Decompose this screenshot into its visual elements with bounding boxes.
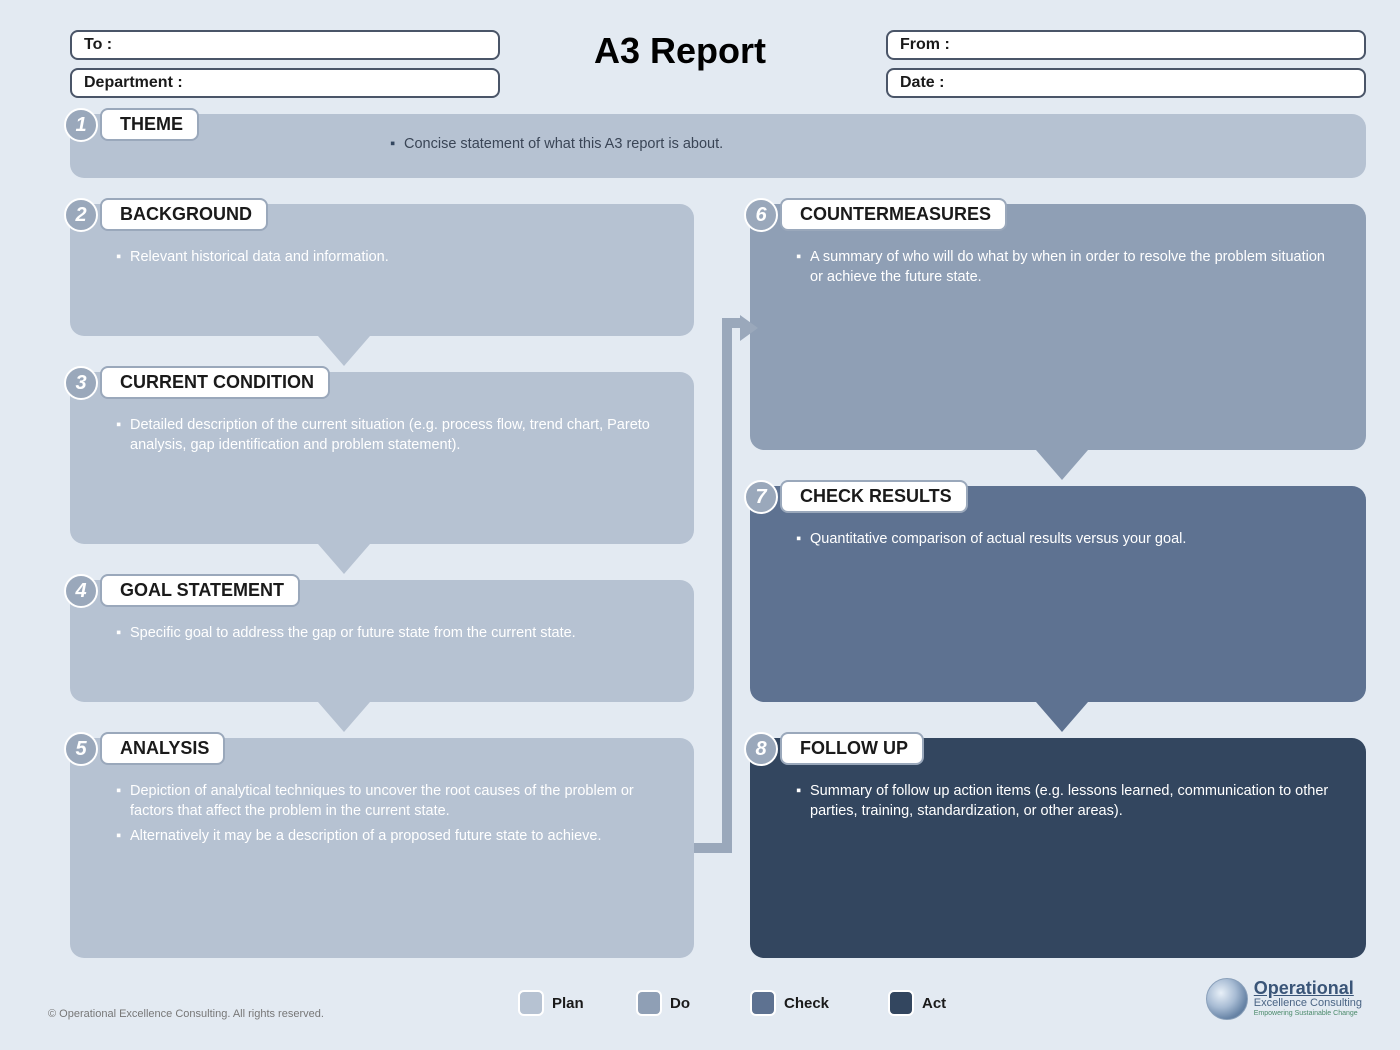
flow-arrow-down (1036, 702, 1088, 732)
bullet-list: A summary of who will do what by when in… (796, 248, 1338, 287)
section-number-badge: 1 (64, 108, 98, 142)
bullet-item: Detailed description of the current situ… (116, 416, 666, 455)
flow-arrow-down (1036, 450, 1088, 480)
copyright-text: © Operational Excellence Consulting. All… (48, 1008, 324, 1020)
logo-line2: Excellence Consulting (1254, 997, 1362, 1010)
section-analysis: Depiction of analytical techniques to un… (70, 738, 694, 958)
section-body: Quantitative comparison of actual result… (750, 486, 1366, 702)
section-goal-statement: Specific goal to address the gap or futu… (70, 580, 694, 702)
bullet-item: Summary of follow up action items (e.g. … (796, 782, 1338, 821)
field-from[interactable]: From : (886, 30, 1366, 60)
section-label: CURRENT CONDITION (100, 366, 330, 399)
section-label: FOLLOW UP (780, 732, 924, 765)
section-body: Concise statement of what this A3 report… (70, 114, 1366, 178)
bullet-item: Quantitative comparison of actual result… (796, 530, 1338, 550)
bullet-list: Summary of follow up action items (e.g. … (796, 782, 1338, 821)
flow-arrow-down (318, 336, 370, 366)
section-label: GOAL STATEMENT (100, 574, 300, 607)
section-label: ANALYSIS (100, 732, 225, 765)
flow-arrow-down (318, 702, 370, 732)
bullet-item: Depiction of analytical techniques to un… (116, 782, 666, 821)
bullet-item: Relevant historical data and information… (116, 248, 666, 268)
field-department[interactable]: Department : (70, 68, 500, 98)
operational-logo: Operational Excellence Consulting Empowe… (1206, 978, 1362, 1020)
section-number-badge: 5 (64, 732, 98, 766)
legend-item-do: Do (636, 990, 690, 1016)
legend-label: Do (670, 995, 690, 1012)
bullet-item: A summary of who will do what by when in… (796, 248, 1338, 287)
section-body: A summary of who will do what by when in… (750, 204, 1366, 450)
section-number-badge: 2 (64, 198, 98, 232)
section-check-results: Quantitative comparison of actual result… (750, 486, 1366, 702)
section-label: THEME (100, 108, 199, 141)
bullet-list: Depiction of analytical techniques to un… (116, 782, 666, 847)
a3-report-page: To : Department : A3 Report From : Date … (18, 18, 1382, 1032)
section-background: Relevant historical data and information… (70, 204, 694, 336)
section-follow-up: Summary of follow up action items (e.g. … (750, 738, 1366, 958)
flow-arrow-down (318, 544, 370, 574)
legend-swatch (518, 990, 544, 1016)
section-number-badge: 8 (744, 732, 778, 766)
bullet-list: Detailed description of the current situ… (116, 416, 666, 455)
field-to[interactable]: To : (70, 30, 500, 60)
logo-line3: Empowering Sustainable Change (1254, 1010, 1362, 1018)
bullet-item: Specific goal to address the gap or futu… (116, 624, 666, 644)
section-number-badge: 3 (64, 366, 98, 400)
section-body: Summary of follow up action items (e.g. … (750, 738, 1366, 958)
legend-swatch (750, 990, 776, 1016)
section-label: BACKGROUND (100, 198, 268, 231)
section-number-badge: 7 (744, 480, 778, 514)
bullet-list: Specific goal to address the gap or futu… (116, 624, 666, 644)
bullet-item: Concise statement of what this A3 report… (390, 135, 723, 155)
field-date[interactable]: Date : (886, 68, 1366, 98)
bullet-list: Concise statement of what this A3 report… (390, 135, 723, 161)
logo-line1: Operational (1254, 979, 1362, 997)
connector-arrowhead-icon (740, 315, 758, 341)
legend-label: Check (784, 995, 829, 1012)
bullet-list: Quantitative comparison of actual result… (796, 530, 1338, 550)
legend-label: Plan (552, 995, 584, 1012)
legend-item-act: Act (888, 990, 946, 1016)
legend-item-check: Check (750, 990, 829, 1016)
page-title: A3 Report (594, 30, 766, 72)
legend-swatch (888, 990, 914, 1016)
section-countermeasures: A summary of who will do what by when in… (750, 204, 1366, 450)
connector-seg (722, 318, 742, 328)
section-label: CHECK RESULTS (780, 480, 968, 513)
logo-text: Operational Excellence Consulting Empowe… (1254, 979, 1362, 1019)
section-number-badge: 6 (744, 198, 778, 232)
legend-swatch (636, 990, 662, 1016)
bullet-list: Relevant historical data and information… (116, 248, 666, 268)
section-body: Depiction of analytical techniques to un… (70, 738, 694, 958)
section-label: COUNTERMEASURES (780, 198, 1007, 231)
globe-icon (1206, 978, 1248, 1020)
section-theme: Concise statement of what this A3 report… (70, 114, 1366, 178)
section-current-condition: Detailed description of the current situ… (70, 372, 694, 544)
legend-label: Act (922, 995, 946, 1012)
legend-item-plan: Plan (518, 990, 584, 1016)
section-number-badge: 4 (64, 574, 98, 608)
bullet-item: Alternatively it may be a description of… (116, 827, 666, 847)
connector-seg (722, 318, 732, 853)
